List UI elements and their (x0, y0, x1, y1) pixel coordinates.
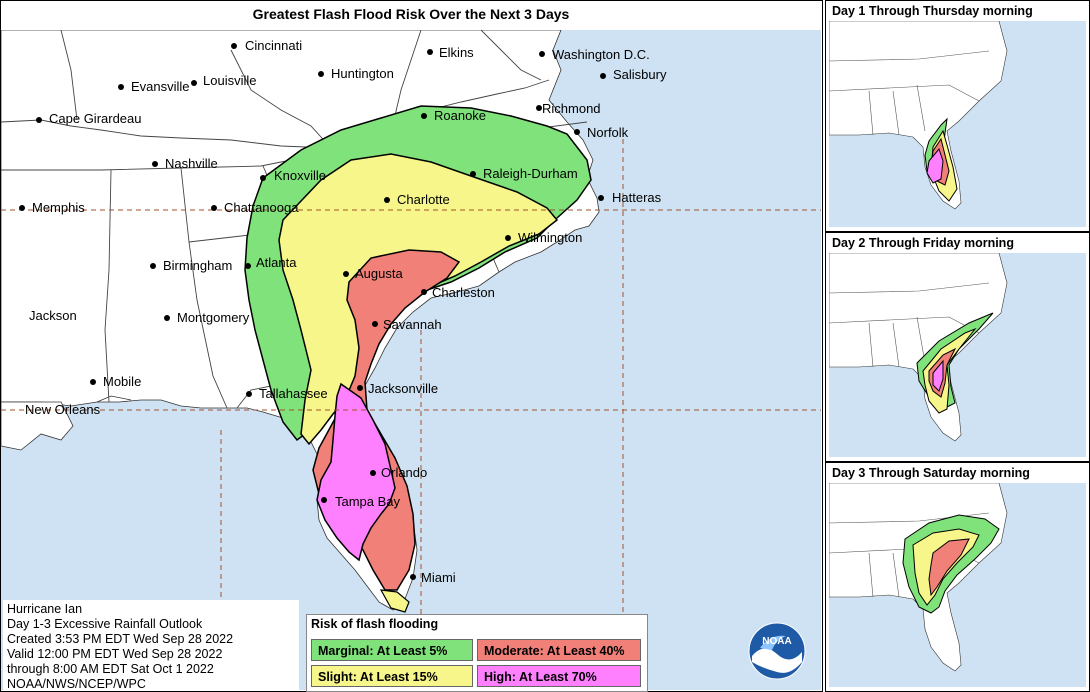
city-cape-girardeau: Cape Girardeau (49, 111, 142, 126)
city-tampa-bay: Tampa Bay (335, 494, 401, 509)
info-source: NOAA/NWS/NCEP/WPC (7, 677, 146, 691)
city-hatteras: Hatteras (612, 190, 662, 205)
map-title: Greatest Flash Flood Risk Over the Next … (252, 6, 570, 22)
city-memphis: Memphis (32, 200, 85, 215)
inset-day2-high (932, 359, 944, 392)
city-roanoke: Roanoke (434, 108, 486, 123)
legend-high: High: At Least 70% (477, 665, 641, 687)
city-augusta: Augusta (355, 266, 403, 281)
delta (1, 401, 74, 451)
inset-day2-title: Day 2 Through Friday morning (832, 236, 1014, 250)
legend-title: Risk of flash flooding (311, 617, 439, 631)
inset-day1-map (829, 21, 1086, 227)
noaa-logo: NOAA (748, 622, 806, 680)
risk-legend: Risk of flash flooding Marginal: At Leas… (306, 614, 648, 692)
florida-tip (379, 589, 410, 613)
info-created: Created 3:53 PM EDT Wed Sep 28 2022 (7, 632, 234, 646)
city-chattanooga: Chattanooga (224, 200, 299, 215)
city-nashville: Nashville (165, 156, 218, 171)
inset-day2: Day 2 Through Friday morning (825, 232, 1090, 462)
city-norfolk: Norfolk (587, 125, 629, 140)
inset-day3-map (829, 483, 1086, 687)
inset-day1-high (926, 147, 944, 184)
inset-day1-title: Day 1 Through Thursday morning (832, 4, 1033, 18)
city-birmingham: Birmingham (163, 258, 232, 273)
city-knoxville: Knoxville (274, 168, 326, 183)
inset-day2-map (829, 253, 1086, 457)
outlook-info: Hurricane Ian Day 1-3 Excessive Rainfall… (3, 600, 299, 691)
city-raleigh: Raleigh-Durham (483, 166, 578, 181)
city-orlando: Orlando (381, 465, 427, 480)
city-miami: Miami (421, 570, 456, 585)
city-mobile: Mobile (103, 374, 141, 389)
legend-marginal: Marginal: At Least 5% (311, 639, 473, 661)
city-cincinnati: Cincinnati (245, 38, 302, 53)
city-jacksonville: Jacksonville (368, 381, 438, 396)
city-new-orleans: New Orleans (25, 402, 101, 417)
city-layer: Cincinnati Elkins Washington D.C. Evansv… (19, 38, 667, 585)
city-atlanta: Atlanta (256, 255, 297, 270)
inset-day1: Day 1 Through Thursday morning (825, 0, 1090, 232)
main-map: Cincinnati Elkins Washington D.C. Evansv… (1, 30, 821, 690)
noaa-logo-text: NOAA (762, 636, 791, 647)
city-montgomery: Montgomery (177, 310, 250, 325)
city-louisville: Louisville (203, 73, 256, 88)
info-storm-name: Hurricane Ian (7, 602, 83, 616)
high-area (316, 382, 396, 562)
city-savannah: Savannah (383, 317, 442, 332)
inset-day3-title: Day 3 Through Saturday morning (832, 466, 1030, 480)
info-valid-start: Valid 12:00 PM EDT Wed Sep 28 2022 (7, 647, 223, 661)
city-evansville: Evansville (131, 79, 190, 94)
city-huntington: Huntington (331, 66, 394, 81)
city-charlotte: Charlotte (397, 192, 450, 207)
city-elkins: Elkins (439, 45, 474, 60)
city-washington: Washington D.C. (552, 47, 650, 62)
city-salisbury: Salisbury (613, 67, 667, 82)
city-jackson: Jackson (29, 308, 77, 323)
gulf-coast (96, 395, 132, 403)
legend-moderate: Moderate: At Least 40% (477, 639, 641, 661)
city-charleston: Charleston (432, 285, 495, 300)
inset-day3-moderate (928, 538, 970, 597)
legend-slight: Slight: At Least 15% (311, 665, 473, 687)
city-wilmington: Wilmington (518, 230, 582, 245)
info-valid-end: through 8:00 AM EDT Sat Oct 1 2022 (7, 662, 214, 676)
city-tallahassee: Tallahassee (259, 386, 328, 401)
city-richmond: Richmond (542, 101, 601, 116)
info-product: Day 1-3 Excessive Rainfall Outlook (7, 617, 203, 631)
inset-day3: Day 3 Through Saturday morning (825, 462, 1090, 692)
